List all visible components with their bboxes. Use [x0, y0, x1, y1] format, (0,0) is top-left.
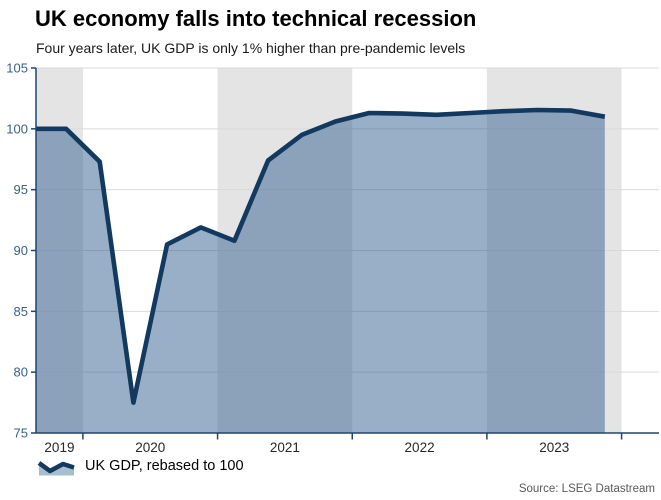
y-axis-label: 90	[14, 243, 28, 258]
y-axis-label: 105	[6, 61, 28, 76]
x-axis-label: 2019	[44, 440, 74, 455]
legend-label: UK GDP, rebased to 100	[85, 458, 244, 474]
x-axis-label: 2020	[135, 440, 165, 455]
y-axis-label: 75	[14, 426, 28, 441]
x-axis-label: 2023	[539, 440, 569, 455]
gdp-area-chart: 105 100 95 90 85 80 75 2019 2020 2021 2022 2023	[6, 61, 659, 455]
chart-subtitle: Four years later, UK GDP is only 1% high…	[36, 40, 466, 56]
chart-title: UK economy falls into technical recessio…	[35, 6, 477, 31]
y-axis-label: 85	[14, 304, 28, 319]
y-axis-label: 80	[14, 365, 28, 380]
y-axis-label: 95	[14, 182, 28, 197]
x-axis-label: 2021	[270, 440, 300, 455]
y-axis-label: 100	[6, 121, 28, 136]
source-credit: Source: LSEG Datastream	[518, 483, 655, 495]
gdp-area	[36, 110, 605, 433]
legend: UK GDP, rebased to 100	[37, 456, 244, 476]
x-axis-label: 2022	[405, 440, 435, 455]
gdp-line	[36, 107, 606, 405]
legend-area-icon	[37, 461, 75, 476]
